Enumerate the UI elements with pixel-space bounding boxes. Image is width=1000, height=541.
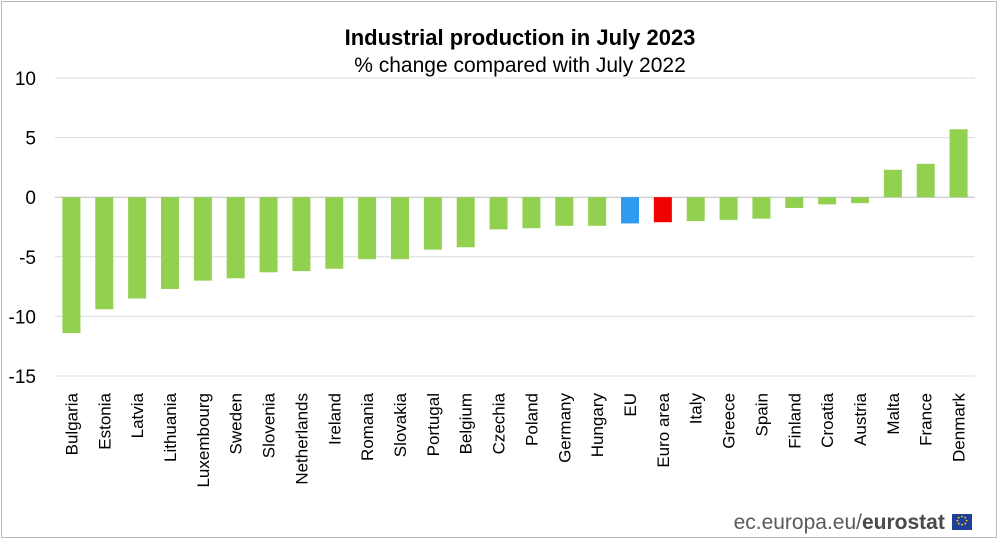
x-tick-label: Austria [851,392,870,445]
bar [259,197,278,273]
x-tick-label: France [917,393,936,446]
y-tick-label: -10 [9,307,36,328]
bar [391,197,409,260]
x-tick-label: Latvia [128,392,147,438]
x-tick-label: Sweden [227,393,246,454]
bar [686,197,705,222]
bar [193,197,212,281]
y-axis-ticks: -15 -10 -5 0 5 10 [9,69,36,388]
y-tick-label: 5 [25,129,36,150]
bar [358,197,377,260]
x-tick-label: Estonia [95,392,114,449]
bar [752,197,771,219]
x-tick-label: Belgium [457,393,476,454]
x-tick-label: Spain [752,393,771,436]
bar [851,197,869,204]
footer-credit: ec.europa.eu/ eurostat [734,511,972,534]
x-tick-label: Bulgaria [62,392,81,455]
bar [325,197,344,269]
y-tick-label: -15 [9,367,36,388]
x-tick-label: Lithuania [161,392,180,462]
chart-subtitle: % change compared with July 2022 [354,54,686,77]
x-tick-label: Finland [785,393,804,449]
x-tick-label: Hungary [588,393,607,458]
bars [62,129,968,334]
gridlines [55,77,975,377]
bar [489,197,508,230]
y-tick-label: 10 [15,69,36,90]
x-tick-label: Luxembourg [194,393,213,488]
chart-title: Industrial production in July 2023 [345,25,696,50]
x-tick-label: Croatia [818,392,837,447]
footer-source: ec.europa.eu/ [734,511,863,534]
bar [555,197,574,226]
bar [818,197,837,205]
bar [128,197,147,299]
x-tick-label: Malta [884,392,903,434]
bar [292,197,311,272]
bar [522,197,541,229]
x-tick-label: Italy [687,393,706,425]
x-tick-label: Germany [555,393,574,463]
bar [719,197,738,220]
y-tick-label: 0 [25,188,36,209]
y-tick-label: -5 [19,248,36,269]
bar [161,197,179,289]
x-tick-label: Slovenia [260,392,279,458]
eu-flag-icon [952,514,972,530]
bar [883,169,902,198]
bar [423,197,442,250]
x-tick-label: Romania [358,392,377,461]
bar [653,197,672,223]
x-tick-label: Denmark [950,393,969,462]
bar [456,197,475,248]
bar [785,197,804,208]
x-tick-label: Netherlands [292,393,311,485]
footer-brand: eurostat [862,511,945,534]
x-tick-label: Euro area [654,392,673,467]
bar [916,163,935,198]
bar [949,129,968,198]
x-tick-label: Czechia [490,392,509,454]
bar [62,197,81,334]
bar [95,197,114,310]
x-tick-label: Portugal [424,393,443,456]
bar [226,197,245,279]
x-tick-label: EU [621,393,640,417]
x-axis-ticks: Bulgaria Estonia Latvia Lithuania Luxembourg… [62,392,968,487]
x-tick-label: Ireland [325,393,344,445]
x-tick-label: Greece [720,393,739,449]
x-tick-label: Slovakia [391,392,410,457]
x-tick-label: Poland [522,393,541,446]
bar [621,197,639,224]
bar [588,197,607,226]
